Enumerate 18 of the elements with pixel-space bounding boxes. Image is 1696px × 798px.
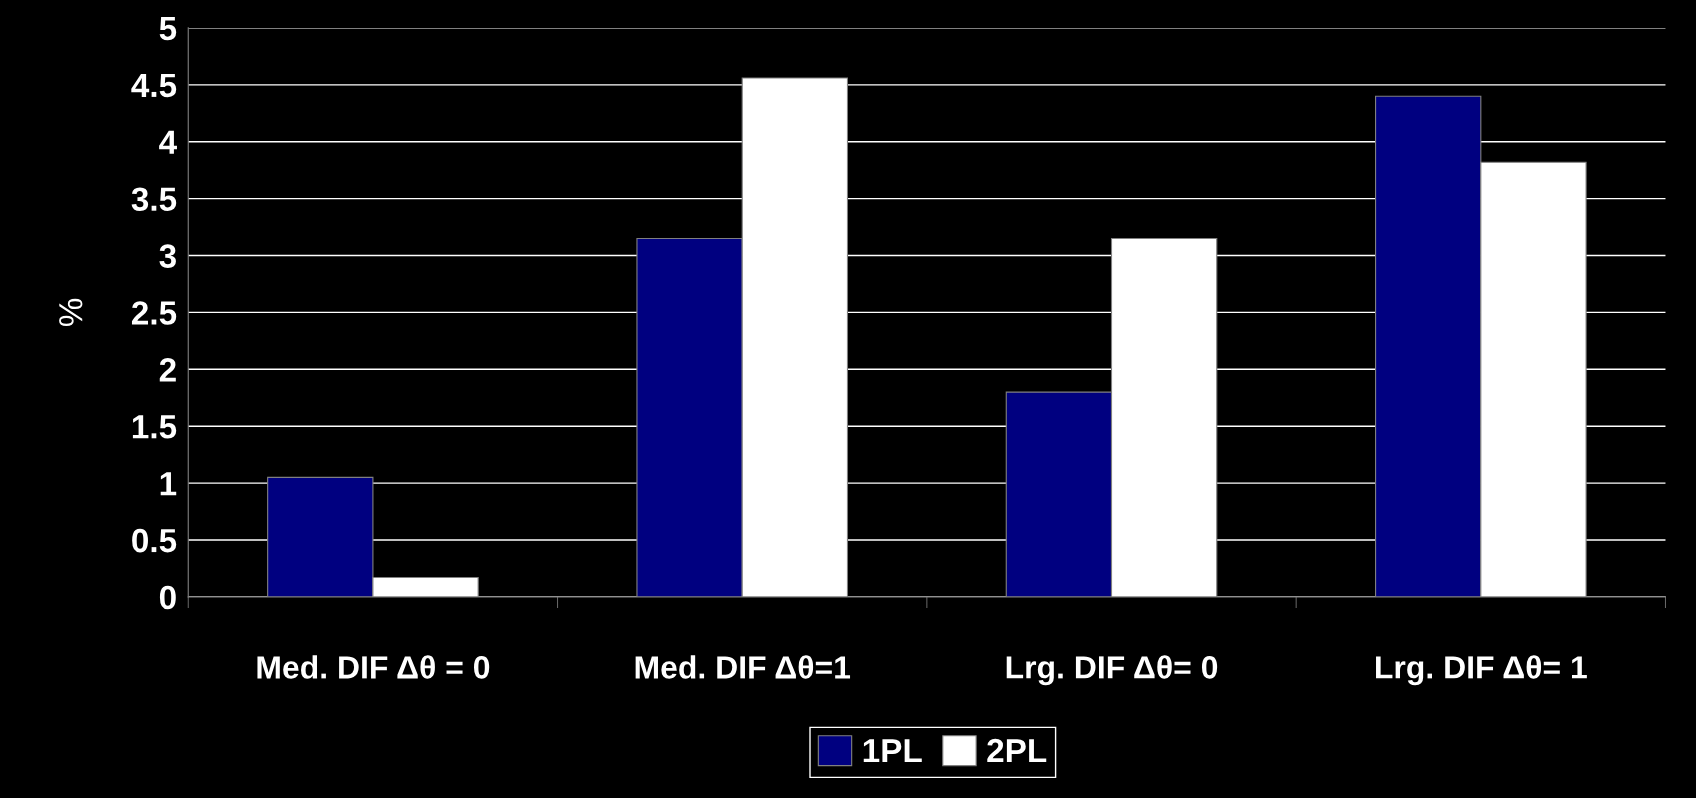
x-tick-label: Lrg. DIF Δθ= 0 [1006,655,1218,686]
legend-label: 1PL [863,739,922,763]
y-tick-label: 0 [159,585,176,610]
y-tick-label: 2 [159,358,176,382]
y-tick-label: 4 [159,130,177,154]
x-tick-label: Med. DIF Δθ = 0 [257,655,490,679]
x-tick-label: Lrg. DIF Δθ= 1 [1376,655,1587,686]
y-tick-label: 0.5 [132,528,177,553]
y-tick-label: 1.5 [132,415,177,439]
y-tick-label: 4.5 [131,73,177,98]
y-tick-label: 1 [160,472,177,496]
y-axis-title: % [59,298,83,327]
y-tick-label: 3 [159,244,176,268]
y-tick-label: 2.5 [131,301,177,325]
y-tick-label: 5 [159,17,177,41]
y-tick-label: 3.5 [131,187,177,212]
legend-label: 2PL [987,738,1047,763]
x-tick-label: Med. DIF Δθ=1 [635,655,851,679]
